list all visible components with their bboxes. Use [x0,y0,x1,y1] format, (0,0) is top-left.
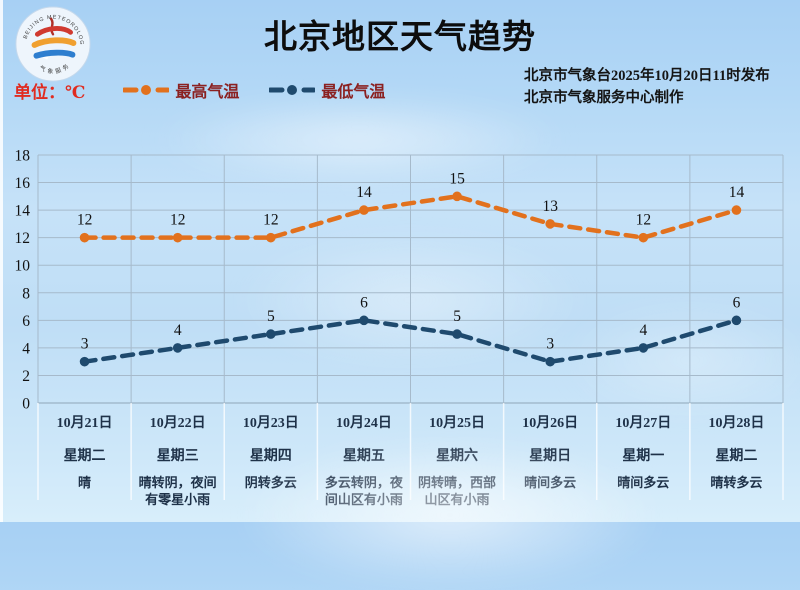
weather-label-7: 晴转多云 [710,475,763,490]
min-temp-point-0 [79,356,90,367]
min-temp-line-icon [269,85,316,95]
day-column-0: 10月21日 星期二晴 [38,412,131,509]
legend-item-max-temp: 最高气温 [123,78,239,102]
min-temp-point-7 [731,315,742,326]
weekday-label-1: 星期三 [156,449,199,464]
max-temp-value-1: 12 [170,212,186,229]
page-title: 北京地区天气趋势 [264,20,536,56]
min-temp-value-1: 4 [174,322,182,339]
weekday-label-7: 星期二 [715,449,758,464]
max-temp-point-5 [545,219,555,229]
max-temp-value-3: 14 [356,184,372,201]
beijing-meteorological-service-logo: BEIJING METEOROLOGICAL SERVICE 气象服务 [14,5,91,82]
publish-line-2: 北京市气象服务中心制作 [524,89,684,106]
legend-label-min-temp: 最低气温 [321,84,386,101]
min-temp-point-5 [545,356,555,367]
max-temp-point-1 [172,232,183,243]
weekday-label-0: 星期二 [63,449,106,464]
weekday-label-3: 星期五 [342,449,385,464]
day-column-6: 10月27日 星期一晴间多云 [597,412,690,509]
min-temp-point-4 [452,329,462,339]
day-column-7: 10月28日 星期二晴转多云 [690,412,783,509]
date-label-2: 10月23日 [242,416,299,431]
max-temp-point-7 [731,205,742,215]
legend-label-max-temp: 最高气温 [175,84,240,101]
y-tick-label: 18 [15,148,31,165]
unit-label: 单位：℃ [14,82,86,102]
y-tick-label: 2 [22,368,30,385]
weather-label-4: 阴转晴，西部山区有小雨 [418,475,497,507]
min-temp-point-1 [172,343,183,353]
date-label-3: 10月24日 [335,416,392,431]
y-tick-label: 8 [22,285,30,302]
y-tick-label: 4 [22,340,30,357]
min-temp-point-2 [266,329,276,339]
y-tick-label: 16 [15,175,31,192]
y-tick-label: 12 [15,230,31,247]
date-label-0: 10月21日 [56,416,113,431]
x-axis-labels: 10月21日 星期二晴 10月22日 星期三 晴转阴，夜间有零星小雨 10月23日 星期四阴… [38,412,783,509]
day-column-5: 10月26日 星期日晴间多云 [504,412,597,509]
min-temp-value-7: 6 [733,294,741,311]
max-temp-point-6 [638,232,649,243]
max-temp-point-4 [452,191,462,202]
max-temp-value-7: 14 [729,184,745,201]
date-label-7: 10月28日 [708,416,765,431]
max-temp-value-2: 12 [263,212,279,229]
min-temp-value-3: 6 [360,294,368,311]
min-temp-line [82,318,739,364]
weather-label-6: 晴间多云 [617,475,670,490]
day-column-1: 10月22日 星期三晴转阴，夜间有零星小雨 [131,412,224,509]
min-temp-value-5: 3 [546,336,554,353]
min-temp-point-6 [638,343,649,353]
max-temp-value-0: 12 [77,212,93,229]
max-temp-point-2 [266,232,276,243]
min-temp-value-0: 3 [81,336,89,353]
legend: 单位：℃ 最高气温 最低气温 [14,78,415,102]
weekday-label-4: 星期六 [436,449,479,464]
min-temp-value-4: 5 [453,308,461,325]
min-temp-value-2: 5 [267,308,275,325]
weekday-label-2: 星期四 [249,449,292,464]
weather-label-5: 晴间多云 [524,475,577,490]
y-tick-label: 10 [15,258,31,275]
publish-line-1: 北京市气象台2025年10月20日11时发布 [524,68,770,84]
date-label-5: 10月26日 [522,416,579,431]
y-tick-label: 0 [22,396,30,413]
day-column-3: 10月24日 星期五多云转阴，夜间山区有小雨 [317,412,410,509]
weather-label-2: 阴转多云 [244,475,297,490]
y-tick-label: 14 [15,203,31,220]
max-temp-value-4: 15 [449,170,465,187]
max-temp-value-5: 13 [542,198,558,215]
legend-item-min-temp: 最低气温 [269,78,385,102]
max-temp-point-0 [79,232,90,243]
day-column-2: 10月23日 星期四阴转多云 [224,412,317,509]
weather-label-1: 晴转阴，夜间有零星小雨 [138,475,217,507]
page-edge-strip [0,0,3,522]
max-temp-line-icon [123,85,170,95]
max-temp-value-6: 12 [636,212,652,229]
weather-label-0: 晴 [78,475,92,490]
weather-label-3: 多云转阴，夜间山区有小雨 [324,475,403,507]
y-tick-label: 6 [22,313,30,330]
date-label-4: 10月25日 [429,416,486,431]
max-temp-point-3 [359,205,369,215]
date-label-6: 10月27日 [615,416,672,431]
weekday-label-6: 星期一 [622,449,665,464]
day-column-4: 10月25日 星期六阴转晴，西部山区有小雨 [411,412,504,509]
min-temp-value-6: 4 [639,322,647,339]
min-temp-point-3 [359,315,369,326]
date-label-1: 10月22日 [149,416,206,431]
weekday-label-5: 星期日 [529,449,572,464]
max-temp-line [82,194,739,240]
publish-info: 北京市气象台2025年10月20日11时发布 北京市气象服务中心制作 [524,66,794,110]
